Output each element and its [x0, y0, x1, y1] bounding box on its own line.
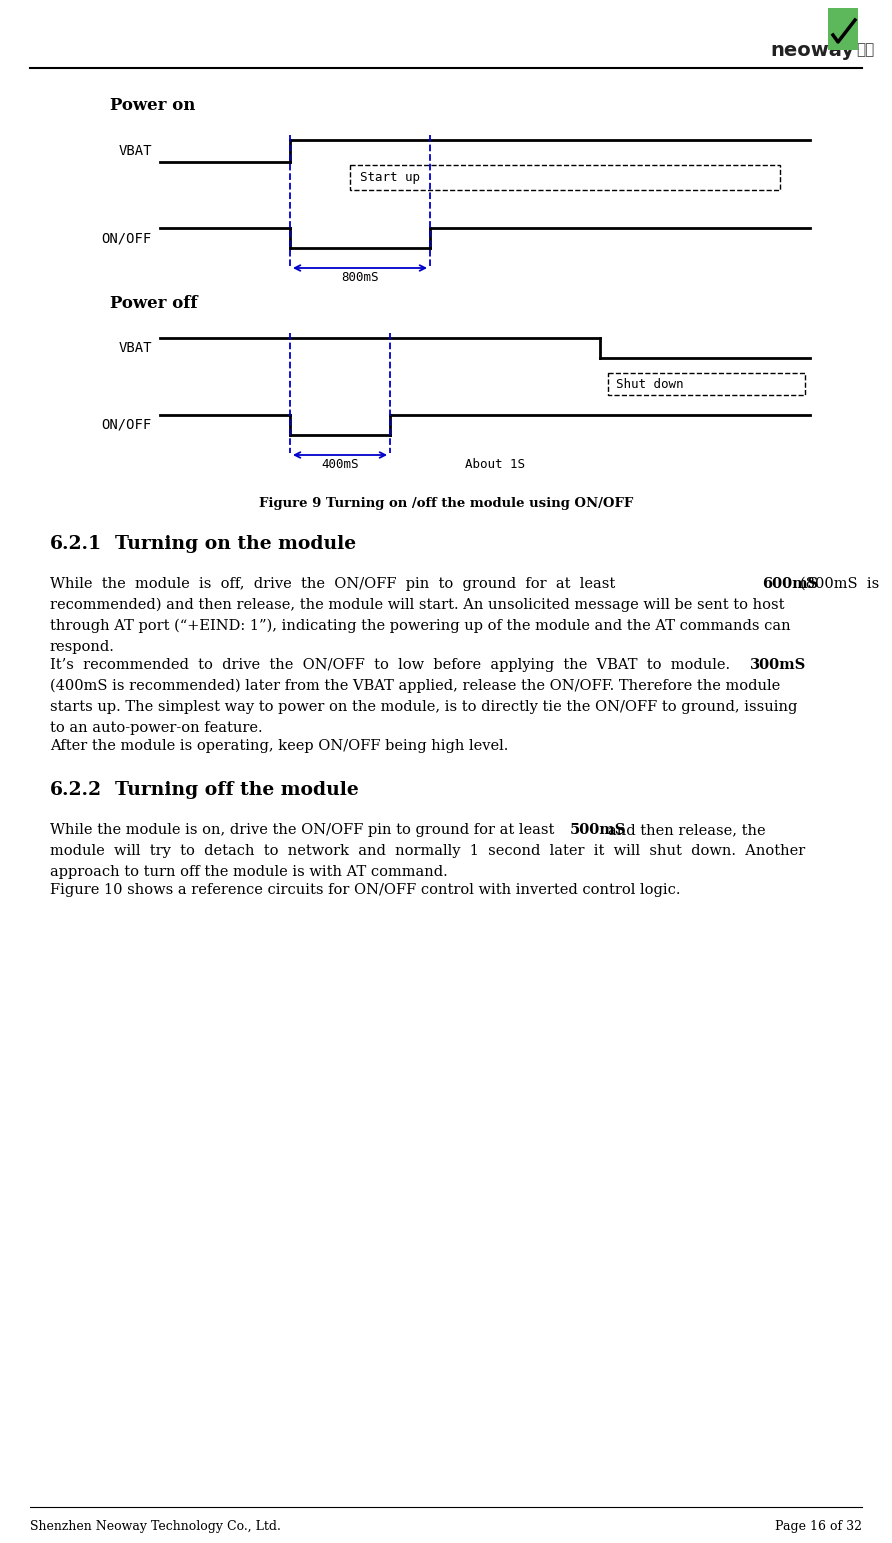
Text: After the module is operating, keep ON/OFF being high level.: After the module is operating, keep ON/O… [50, 739, 508, 753]
Text: While  the  module  is  off,  drive  the  ON/OFF  pin  to  ground  for  at  leas: While the module is off, drive the ON/OF… [50, 577, 615, 591]
Text: Figure 9 Turning on /off the module using ON/OFF: Figure 9 Turning on /off the module usin… [259, 497, 633, 511]
Text: Shenzhen Neoway Technology Co., Ltd.: Shenzhen Neoway Technology Co., Ltd. [30, 1520, 281, 1534]
Text: 300mS: 300mS [750, 657, 806, 673]
Text: (800mS  is: (800mS is [800, 577, 880, 591]
Text: 400mS: 400mS [321, 458, 359, 471]
Text: to an auto-power-on feature.: to an auto-power-on feature. [50, 721, 262, 734]
Text: Turning off the module: Turning off the module [115, 781, 359, 799]
Text: While the module is on, drive the ON/OFF pin to ground for at least: While the module is on, drive the ON/OFF… [50, 822, 554, 836]
Text: Figure 10 shows a reference circuits for ON/OFF control with inverted control lo: Figure 10 shows a reference circuits for… [50, 883, 681, 896]
Text: and then release, the: and then release, the [608, 822, 765, 836]
Text: 600mS: 600mS [762, 577, 818, 591]
Bar [608, 373, 805, 395]
Text: About 1S: About 1S [465, 458, 525, 471]
Text: 800mS: 800mS [342, 272, 379, 284]
Text: ON/OFF: ON/OFF [102, 418, 152, 432]
Text: Start up: Start up [360, 171, 420, 184]
Text: (400mS is recommended) later from the VBAT applied, release the ON/OFF. Therefor: (400mS is recommended) later from the VB… [50, 679, 780, 693]
Text: Power on: Power on [110, 97, 195, 114]
Text: VBAT: VBAT [119, 341, 152, 355]
Text: 6.2.2: 6.2.2 [50, 781, 102, 799]
Text: recommended) and then release, the module will start. An unsolicited message wil: recommended) and then release, the modul… [50, 599, 784, 613]
Text: 6.2.1: 6.2.1 [50, 535, 102, 552]
Text: Turning on the module: Turning on the module [115, 535, 356, 552]
Text: Power off: Power off [110, 295, 197, 312]
Text: starts up. The simplest way to power on the module, is to directly tie the ON/OF: starts up. The simplest way to power on … [50, 701, 797, 714]
Bar [350, 165, 780, 190]
Bar [828, 8, 858, 49]
Text: neoway: neoway [770, 40, 854, 60]
Text: module  will  try  to  detach  to  network  and  normally  1  second  later  it : module will try to detach to network and… [50, 844, 805, 858]
Text: respond.: respond. [50, 640, 115, 654]
Text: 500mS: 500mS [570, 822, 626, 836]
Text: Shut down: Shut down [616, 378, 683, 390]
Text: VBAT: VBAT [119, 143, 152, 157]
Text: 有方: 有方 [856, 43, 874, 57]
Text: Page 16 of 32: Page 16 of 32 [775, 1520, 862, 1534]
Text: through AT port (“+EIND: 1”), indicating the powering up of the module and the A: through AT port (“+EIND: 1”), indicating… [50, 619, 790, 633]
Text: approach to turn off the module is with AT command.: approach to turn off the module is with … [50, 866, 448, 880]
Text: ON/OFF: ON/OFF [102, 231, 152, 245]
Text: It’s  recommended  to  drive  the  ON/OFF  to  low  before  applying  the  VBAT : It’s recommended to drive the ON/OFF to … [50, 657, 731, 673]
